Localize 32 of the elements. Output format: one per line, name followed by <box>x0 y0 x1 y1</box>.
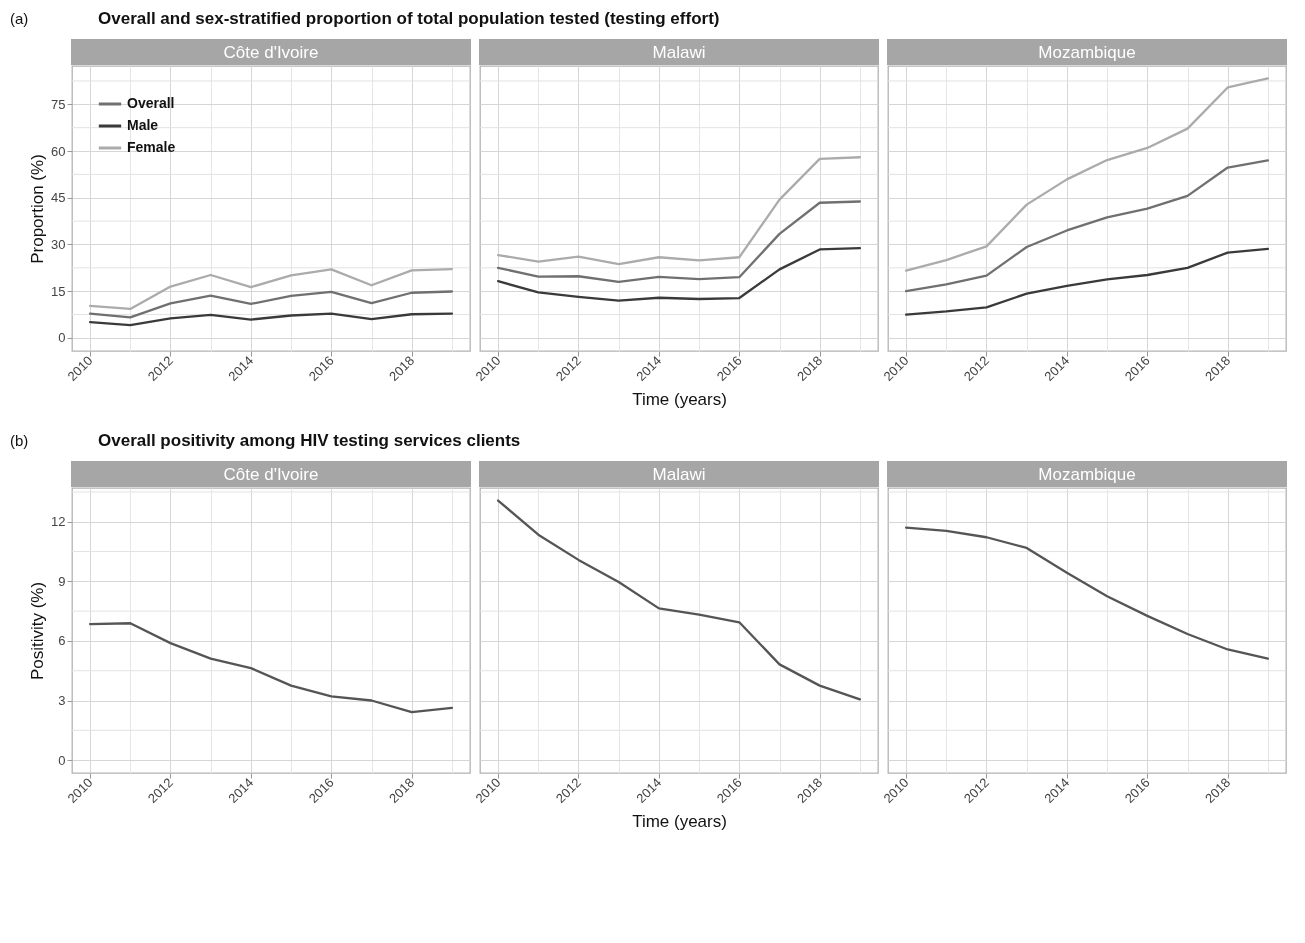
x-axis-title: Time (years) <box>632 811 727 831</box>
line-series <box>88 622 454 714</box>
text: Overall positivity among HIV testing services clients <box>98 431 521 450</box>
text: (b) <box>10 432 29 449</box>
y-axis-title: Positivity (%) <box>28 581 48 681</box>
chart-title: Côte d'Ivoire <box>223 465 319 484</box>
y-tick-label: 3 <box>58 693 66 709</box>
y-tick-label: 75 <box>51 96 66 112</box>
y-axis-title: Proportion (%) <box>28 154 48 264</box>
chart-title: Mozambique <box>1038 43 1136 62</box>
legend-label: Male <box>127 117 159 133</box>
y-tick-label: 30 <box>51 236 66 252</box>
y-tick-label: 0 <box>58 330 66 346</box>
y-tick-label: 45 <box>51 190 66 206</box>
legend-label: Overall <box>127 95 175 111</box>
chart-title: Côte d'Ivoire <box>223 43 319 62</box>
chart-title: Mozambique <box>1038 465 1136 484</box>
y-tick-label: 0 <box>58 752 66 768</box>
line-series <box>88 267 454 311</box>
text: (a) <box>10 10 29 27</box>
line-series <box>88 312 454 327</box>
x-axis-title: Time (years) <box>632 389 727 409</box>
chart-title: Malawi <box>652 43 706 62</box>
legend-label: Female <box>127 139 176 155</box>
line-series <box>88 290 454 319</box>
y-tick-label: 12 <box>51 514 66 530</box>
y-tick-label: 9 <box>58 573 66 589</box>
y-tick-label: 6 <box>58 633 66 649</box>
text: Overall and sex-stratified proportion of total population tested (testing effort) <box>98 9 720 28</box>
y-tick-label: 60 <box>51 143 66 159</box>
chart-title: Malawi <box>652 465 706 484</box>
y-tick-label: 15 <box>51 283 66 299</box>
